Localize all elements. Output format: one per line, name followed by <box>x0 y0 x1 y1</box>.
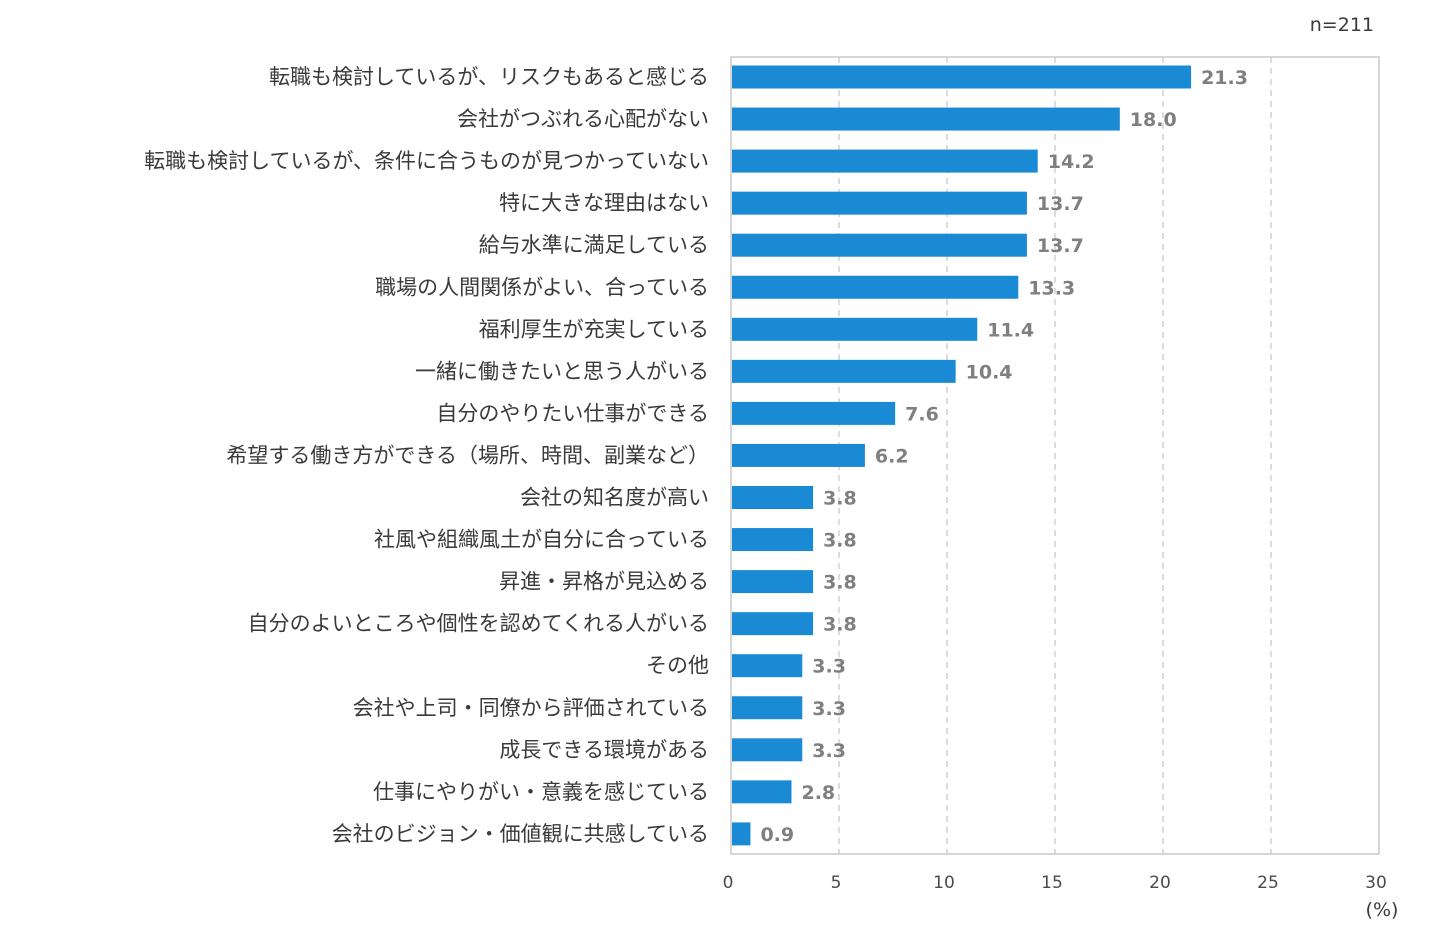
category-label-3: 転職も検討しているが、条件に合うものが見つかっていない <box>144 149 709 173</box>
bar-2 <box>732 107 1120 131</box>
category-labels: 転職も検討しているが、リスクもあると感じる会社がつぶれる心配がない転職も検討して… <box>144 65 709 846</box>
value-label-5: 13.7 <box>1037 235 1084 257</box>
category-label-7: 福利厚生が充実している <box>479 317 709 341</box>
bar-12 <box>732 528 814 552</box>
category-label-19: 会社のビジョン・価値観に共感している <box>332 822 709 846</box>
bar-9 <box>732 401 896 425</box>
category-label-15: その他 <box>646 654 709 678</box>
category-label-16: 会社や上司・同僚から評価されている <box>353 696 709 720</box>
bar-5 <box>732 233 1027 257</box>
bar-19 <box>732 822 751 846</box>
value-labels: 21.3 18.0 14.2 13.7 13.7 13.3 11.4 10.4 7.6 6.2 3.… <box>760 67 1248 846</box>
category-label-18: 仕事にやりがい・意義を感じている <box>373 780 709 804</box>
x-tick-label-15: 15 <box>1041 873 1063 893</box>
bar-3 <box>732 149 1038 173</box>
value-label-10: 6.2 <box>875 445 909 467</box>
value-label-11: 3.8 <box>823 488 857 510</box>
bar-18 <box>732 780 792 804</box>
category-label-9: 自分のやりたい仕事ができる <box>436 401 709 425</box>
category-label-11: 会社の知名度が高い <box>520 486 709 510</box>
value-label-4: 13.7 <box>1037 193 1084 215</box>
x-axis-unit-label: (%) <box>1366 899 1399 921</box>
x-tick-label-5: 5 <box>831 873 842 893</box>
bar-15 <box>732 654 803 678</box>
value-label-17: 3.3 <box>812 740 846 762</box>
x-tick-label-25: 25 <box>1257 873 1279 893</box>
value-label-16: 3.3 <box>812 698 846 720</box>
bar-6 <box>732 275 1019 299</box>
category-label-13: 昇進・昇格が見込める <box>499 570 709 594</box>
value-label-6: 13.3 <box>1028 277 1075 299</box>
x-tick-label-0: 0 <box>723 873 734 893</box>
bar-1 <box>732 65 1192 89</box>
value-label-12: 3.8 <box>823 530 857 552</box>
category-label-5: 給与水準に満足している <box>479 233 709 257</box>
value-label-13: 3.8 <box>823 572 857 594</box>
x-tick-label-10: 10 <box>933 873 955 893</box>
bar-11 <box>732 486 814 509</box>
bar-7 <box>732 317 978 341</box>
gridlines <box>838 57 1272 854</box>
value-label-18: 2.8 <box>801 782 835 804</box>
value-label-19: 0.9 <box>760 824 794 846</box>
category-label-1: 転職も検討しているが、リスクもあると感じる <box>269 65 709 89</box>
category-label-4: 特に大きな理由はない <box>499 191 709 215</box>
bar-17 <box>732 738 803 762</box>
category-label-10: 希望する働き方ができる（場所、時間、副業など） <box>226 443 709 467</box>
category-label-12: 社風や組織風土が自分に合っている <box>374 528 709 552</box>
x-axis-ticks: 0 5 10 15 20 25 30 <box>723 873 1387 893</box>
bar-10 <box>732 443 865 467</box>
bar-16 <box>732 696 803 720</box>
value-label-9: 7.6 <box>905 403 939 425</box>
x-tick-label-30: 30 <box>1365 873 1387 893</box>
category-label-14: 自分のよいところや個性を認めてくれる人がいる <box>248 612 709 636</box>
value-label-14: 3.8 <box>823 614 857 636</box>
bar-4 <box>732 191 1027 215</box>
value-label-7: 11.4 <box>987 319 1034 341</box>
category-label-17: 成長できる環境がある <box>499 738 709 762</box>
bar-8 <box>732 359 956 383</box>
bar-13 <box>732 570 814 594</box>
value-label-1: 21.3 <box>1201 67 1248 89</box>
value-label-2: 18.0 <box>1130 109 1177 131</box>
category-label-8: 一緒に働きたいと思う人がいる <box>415 359 709 383</box>
x-tick-label-20: 20 <box>1149 873 1171 893</box>
value-label-3: 14.2 <box>1048 151 1095 173</box>
value-label-15: 3.3 <box>812 656 846 678</box>
category-label-2: 会社がつぶれる心配がない <box>457 107 709 131</box>
value-label-8: 10.4 <box>966 361 1013 383</box>
bar-14 <box>732 612 814 636</box>
sample-size-label: n=211 <box>1310 14 1374 36</box>
bars <box>732 65 1192 846</box>
category-label-6: 職場の人間関係がよい、合っている <box>375 275 709 299</box>
